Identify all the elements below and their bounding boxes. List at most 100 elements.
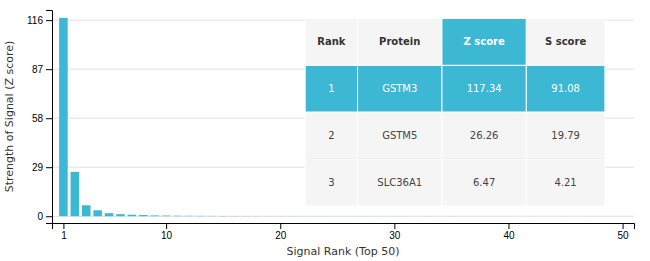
table-cell bbox=[305, 112, 357, 159]
tick: 20 bbox=[275, 223, 287, 241]
table-cell bbox=[526, 112, 605, 159]
table-text: 2 bbox=[328, 130, 334, 141]
tick: 87 bbox=[32, 64, 52, 75]
bar bbox=[253, 216, 262, 217]
bar bbox=[401, 216, 410, 217]
bar bbox=[584, 216, 593, 217]
bar bbox=[344, 216, 353, 217]
bar bbox=[150, 215, 159, 217]
bar bbox=[299, 216, 308, 217]
table-cell bbox=[358, 159, 442, 206]
tick-label: 20 bbox=[275, 230, 287, 241]
bar bbox=[561, 216, 570, 217]
table-text: GSTM5 bbox=[382, 130, 417, 141]
table-header-cell bbox=[358, 19, 442, 66]
bar bbox=[504, 216, 513, 217]
tick: 1 bbox=[61, 223, 67, 241]
bar bbox=[607, 216, 616, 217]
bar bbox=[356, 216, 365, 217]
table-cell bbox=[305, 159, 357, 206]
table-header-cell bbox=[442, 19, 526, 66]
tick: 40 bbox=[503, 223, 515, 241]
tick-label: 10 bbox=[161, 230, 173, 241]
tick-mark bbox=[394, 223, 395, 229]
bar bbox=[573, 216, 582, 217]
bar bbox=[82, 205, 91, 216]
table-header-cell bbox=[305, 19, 357, 66]
grid-line bbox=[52, 216, 634, 217]
table-header: Rank bbox=[317, 36, 346, 47]
tick: 116 bbox=[27, 15, 52, 26]
tick-mark bbox=[166, 223, 167, 229]
bar bbox=[105, 213, 114, 216]
tick-mark bbox=[63, 223, 64, 229]
bar bbox=[310, 216, 319, 217]
table-text: GSTM3 bbox=[382, 83, 417, 94]
bar bbox=[390, 216, 399, 217]
tick-label: 40 bbox=[503, 230, 515, 241]
bar bbox=[173, 215, 182, 217]
bar bbox=[379, 216, 388, 217]
tick-mark bbox=[46, 167, 52, 168]
tick-mark bbox=[46, 118, 52, 119]
bar bbox=[436, 216, 445, 217]
bar bbox=[550, 216, 559, 217]
table-text: 26.26 bbox=[470, 130, 499, 141]
table-cell bbox=[442, 159, 526, 206]
table-text: 3 bbox=[328, 177, 334, 188]
table-header: Protein bbox=[379, 36, 420, 47]
tick: 30 bbox=[389, 223, 401, 241]
bar bbox=[595, 216, 604, 217]
tick: 50 bbox=[618, 223, 630, 241]
chart: 1 10 20 30 40 50 0 29 58 87 116 Rank Protein Z score S… bbox=[0, 0, 650, 261]
tick-mark bbox=[280, 223, 281, 229]
x-axis: 1 10 20 30 40 50 bbox=[53, 223, 635, 241]
table-cell bbox=[358, 65, 442, 112]
tick-label: 116 bbox=[27, 15, 43, 26]
bar bbox=[516, 216, 525, 217]
bar bbox=[413, 216, 422, 217]
bar bbox=[219, 215, 228, 216]
bar bbox=[207, 215, 216, 216]
bar bbox=[242, 216, 251, 217]
bar bbox=[71, 172, 80, 216]
tick-label: 30 bbox=[389, 230, 401, 241]
table-text: 4.21 bbox=[554, 177, 576, 188]
table-text: 1 bbox=[328, 83, 334, 94]
tick-mark bbox=[623, 223, 624, 229]
table-text: SLC36A1 bbox=[377, 177, 422, 188]
axis-line bbox=[46, 11, 53, 224]
bar bbox=[276, 216, 285, 217]
table-cell bbox=[442, 112, 526, 159]
table-header: Z score bbox=[464, 36, 505, 47]
bar bbox=[287, 216, 296, 217]
tick: 10 bbox=[161, 223, 173, 241]
bar bbox=[59, 18, 68, 216]
bar bbox=[470, 216, 479, 217]
bar bbox=[459, 216, 468, 217]
plot: 1 10 20 30 40 50 0 29 58 87 116 Rank Protein Z score S… bbox=[27, 11, 634, 242]
y-axis: 0 29 58 87 116 bbox=[27, 11, 52, 224]
table-text: 19.79 bbox=[551, 130, 580, 141]
bar bbox=[367, 216, 376, 217]
tick: 58 bbox=[32, 113, 52, 124]
bar bbox=[527, 216, 536, 217]
table-header-cell bbox=[526, 19, 605, 66]
bar bbox=[185, 215, 194, 216]
tick-label: 87 bbox=[32, 64, 44, 75]
table: RankProteinZ scoreS score1GSTM3117.3491.… bbox=[305, 19, 605, 206]
bar bbox=[162, 215, 171, 217]
bar bbox=[447, 216, 456, 217]
bar bbox=[93, 210, 102, 216]
table-text: 91.08 bbox=[551, 83, 580, 94]
table-text: 6.47 bbox=[473, 177, 495, 188]
tick-label: 0 bbox=[37, 211, 43, 222]
tick-mark bbox=[46, 216, 52, 217]
tick-label: 29 bbox=[32, 162, 44, 173]
bar bbox=[128, 215, 137, 217]
bar bbox=[538, 216, 547, 217]
bar bbox=[230, 216, 239, 217]
bar bbox=[333, 216, 342, 217]
x-axis-title: Signal Rank (Top 50) bbox=[287, 245, 400, 258]
table-cell bbox=[358, 112, 442, 159]
